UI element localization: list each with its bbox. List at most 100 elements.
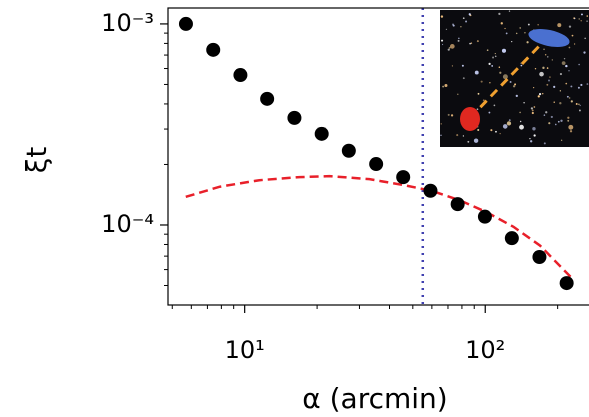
- star: [519, 124, 524, 130]
- data-point: [396, 170, 411, 185]
- star: [571, 34, 574, 37]
- star: [537, 95, 540, 98]
- star: [488, 111, 491, 114]
- star: [546, 83, 549, 86]
- star: [553, 101, 555, 103]
- star: [449, 43, 455, 49]
- star: [568, 25, 572, 28]
- star: [441, 39, 444, 42]
- star: [512, 85, 516, 88]
- star: [568, 124, 574, 130]
- star: [495, 130, 497, 133]
- star: [456, 134, 459, 137]
- star: [462, 135, 465, 137]
- star: [541, 92, 544, 95]
- star: [441, 43, 444, 46]
- star: [457, 93, 459, 95]
- data-point: [260, 91, 275, 106]
- star: [515, 32, 518, 35]
- star: [442, 85, 445, 88]
- star: [543, 48, 545, 51]
- star: [586, 20, 588, 22]
- star: [462, 17, 465, 19]
- star: [476, 40, 479, 43]
- star: [447, 113, 450, 116]
- star: [486, 49, 489, 51]
- star: [543, 142, 546, 145]
- star: [500, 22, 503, 25]
- star: [550, 115, 553, 119]
- star: [557, 120, 560, 123]
- data-point: [206, 42, 221, 57]
- star: [514, 83, 517, 86]
- star: [578, 103, 580, 106]
- y-tick-label: 10⁻³: [101, 9, 154, 37]
- star: [539, 71, 544, 77]
- star: [545, 111, 548, 114]
- star: [568, 46, 571, 49]
- star: [575, 103, 578, 105]
- data-point: [341, 143, 356, 158]
- x-tick-label: 10¹: [225, 336, 265, 364]
- star: [549, 76, 551, 78]
- star: [566, 95, 569, 98]
- star: [509, 80, 512, 83]
- star: [551, 59, 553, 61]
- star: [504, 27, 506, 30]
- star: [559, 102, 562, 105]
- star: [469, 14, 472, 17]
- star: [537, 24, 539, 26]
- star: [557, 23, 562, 28]
- data-point: [369, 157, 384, 172]
- star: [440, 15, 444, 18]
- star: [559, 90, 562, 92]
- star: [501, 48, 507, 53]
- data-point: [178, 16, 193, 31]
- star: [531, 109, 534, 112]
- star: [546, 67, 549, 69]
- data-point: [287, 110, 302, 125]
- star: [578, 18, 580, 20]
- star: [462, 77, 465, 80]
- plot-area: [178, 8, 575, 305]
- star: [499, 132, 501, 135]
- frame: [167, 7, 589, 306]
- star: [529, 140, 533, 143]
- star: [493, 104, 496, 107]
- star: [508, 119, 511, 122]
- data-point: [233, 68, 248, 83]
- star: [461, 64, 464, 67]
- star: [482, 99, 485, 102]
- data-point: [423, 183, 438, 198]
- star: [494, 52, 496, 55]
- star: [584, 37, 586, 40]
- star: [465, 20, 468, 23]
- star: [477, 92, 480, 95]
- star: [533, 106, 536, 108]
- star: [578, 109, 581, 112]
- star: [488, 62, 491, 65]
- star: [570, 85, 573, 88]
- star: [444, 83, 448, 87]
- star: [474, 70, 479, 75]
- star: [451, 65, 454, 67]
- star: [519, 120, 522, 123]
- star: [583, 51, 586, 54]
- star: [559, 72, 563, 76]
- star: [530, 107, 534, 110]
- star: [547, 79, 551, 82]
- star: [567, 116, 570, 119]
- star: [499, 71, 502, 74]
- star: [580, 13, 583, 16]
- star: [467, 140, 470, 143]
- star: [460, 26, 462, 28]
- star: [579, 104, 581, 107]
- star: [515, 94, 518, 98]
- star: [567, 119, 570, 122]
- star: [580, 20, 582, 22]
- y-tick-label: 10⁻⁴: [101, 210, 154, 238]
- star: [526, 41, 529, 44]
- star: [531, 111, 534, 115]
- star: [544, 54, 547, 56]
